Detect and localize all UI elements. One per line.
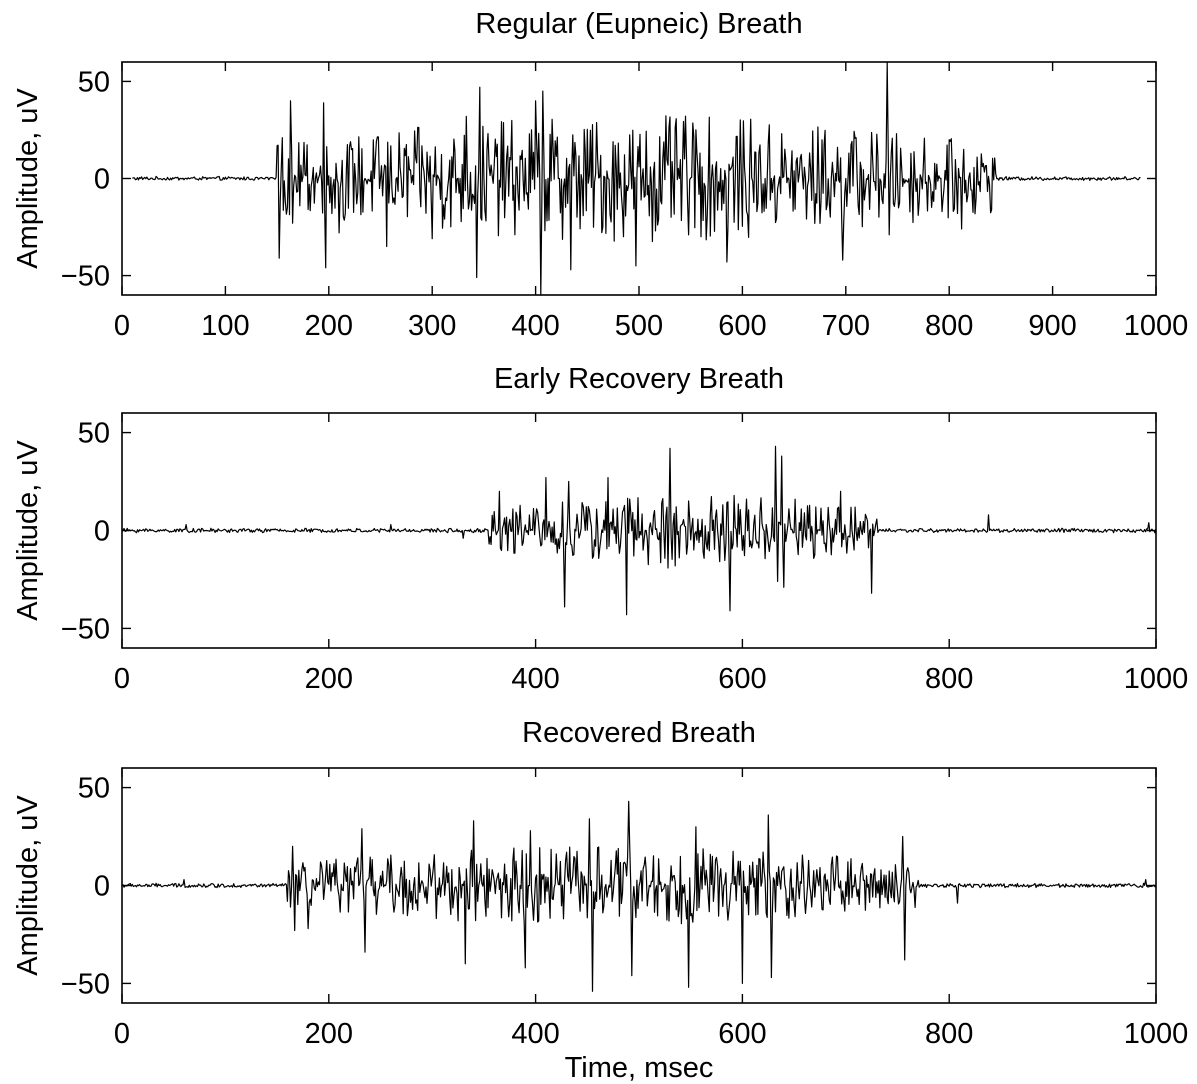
y-tick-label: 50 bbox=[78, 773, 110, 805]
x-tick-label: 0 bbox=[114, 663, 130, 695]
x-tick-label: 100 bbox=[201, 310, 249, 342]
x-tick-label: 800 bbox=[925, 663, 973, 695]
x-tick-label: 200 bbox=[305, 1018, 353, 1050]
y-tick-label: 0 bbox=[94, 516, 110, 548]
y-tick-label: 0 bbox=[94, 871, 110, 903]
x-tick-label: 800 bbox=[925, 1018, 973, 1050]
x-tick-label: 1000 bbox=[1124, 1018, 1189, 1050]
panel-title: Recovered Breath bbox=[522, 717, 756, 749]
panel-eupneic-breath: Regular (Eupneic) Breath Amplitude, uV 0… bbox=[12, 8, 1188, 342]
y-tick-label: −50 bbox=[61, 613, 110, 645]
x-tick-label: 400 bbox=[511, 663, 559, 695]
x-tick-label: 1000 bbox=[1124, 310, 1189, 342]
x-tick-label: 400 bbox=[511, 310, 559, 342]
x-tick-label: 0 bbox=[114, 1018, 130, 1050]
y-axis-label: Amplitude, uV bbox=[12, 795, 44, 976]
y-tick-label: −50 bbox=[61, 968, 110, 1000]
signal-trace bbox=[121, 445, 1157, 616]
x-tick-label: 900 bbox=[1028, 310, 1076, 342]
panel-early-recovery-breath: Early Recovery Breath Amplitude, uV 0 200… bbox=[12, 363, 1188, 695]
x-tick-label: 0 bbox=[114, 310, 130, 342]
x-tick-label: 300 bbox=[408, 310, 456, 342]
x-tick-label: 800 bbox=[925, 310, 973, 342]
y-tick-label: 50 bbox=[78, 418, 110, 450]
panel-title: Early Recovery Breath bbox=[494, 363, 784, 395]
x-tick-label: 400 bbox=[511, 1018, 559, 1050]
panel-title: Regular (Eupneic) Breath bbox=[475, 8, 802, 40]
y-tick-label: 50 bbox=[78, 66, 110, 98]
y-tick-label: 0 bbox=[94, 164, 110, 196]
y-axis-label: Amplitude, uV bbox=[12, 440, 44, 621]
signal-trace bbox=[132, 61, 1141, 296]
x-tick-label: 600 bbox=[718, 1018, 766, 1050]
x-tick-label: 1000 bbox=[1124, 663, 1189, 695]
axis-ticks bbox=[121, 62, 1157, 295]
x-tick-label: 200 bbox=[305, 663, 353, 695]
x-tick-label: 700 bbox=[822, 310, 870, 342]
signal-trace bbox=[121, 800, 1157, 992]
x-axis-label: Time, msec bbox=[565, 1052, 714, 1084]
y-axis-label: Amplitude, uV bbox=[12, 88, 44, 269]
y-tick-label: −50 bbox=[61, 261, 110, 293]
panel-recovered-breath: Recovered Breath Amplitude, uV Time, mse… bbox=[12, 717, 1188, 1084]
x-tick-label: 600 bbox=[718, 310, 766, 342]
x-tick-label: 500 bbox=[615, 310, 663, 342]
x-tick-label: 600 bbox=[718, 663, 766, 695]
x-tick-label: 200 bbox=[305, 310, 353, 342]
